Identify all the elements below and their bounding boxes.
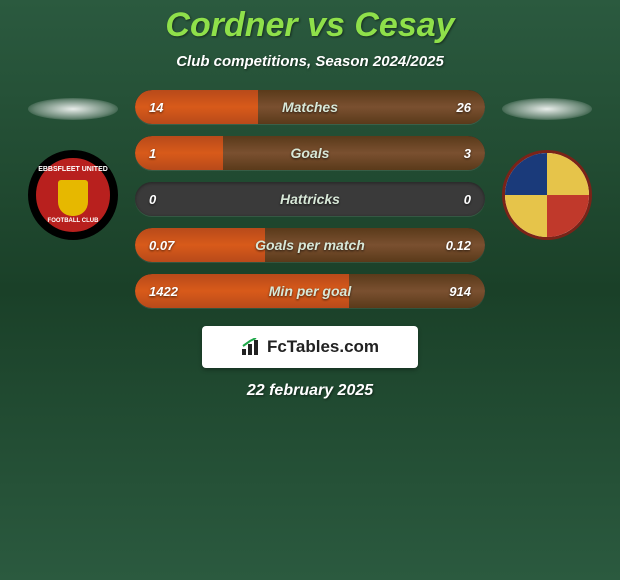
main-row: EBBSFLEET UNITED FOOTBALL CLUB 1426Match… xyxy=(0,90,620,308)
crest-quadrant-icon xyxy=(547,195,589,237)
branding-text: FcTables.com xyxy=(267,337,379,357)
right-team-column xyxy=(497,90,597,240)
branding-badge: FcTables.com xyxy=(202,326,418,368)
page-subtitle: Club competitions, Season 2024/2025 xyxy=(0,53,620,70)
left-team-column: EBBSFLEET UNITED FOOTBALL CLUB xyxy=(23,90,123,240)
crest-quadrant-icon xyxy=(505,153,547,195)
right-team-crest xyxy=(502,150,592,240)
stat-label: Hattricks xyxy=(135,191,485,207)
stat-label: Matches xyxy=(135,99,485,115)
left-team-crest: EBBSFLEET UNITED FOOTBALL CLUB xyxy=(28,150,118,240)
crest-quadrant-icon xyxy=(505,195,547,237)
stat-label: Min per goal xyxy=(135,283,485,299)
crest-text-top: EBBSFLEET UNITED xyxy=(36,166,110,174)
crest-quadrant-icon xyxy=(547,153,589,195)
stat-row: 0.070.12Goals per match xyxy=(135,228,485,262)
right-player-placeholder xyxy=(502,98,592,120)
stat-row: 13Goals xyxy=(135,136,485,170)
left-player-placeholder xyxy=(28,98,118,120)
page-title: Cordner vs Cesay xyxy=(0,6,620,45)
comparison-infographic: Cordner vs Cesay Club competitions, Seas… xyxy=(0,0,620,400)
date-label: 22 february 2025 xyxy=(0,382,620,400)
stat-row: 00Hattricks xyxy=(135,182,485,216)
stat-row: 1426Matches xyxy=(135,90,485,124)
stat-label: Goals xyxy=(135,145,485,161)
stat-label: Goals per match xyxy=(135,237,485,253)
stat-row: 1422914Min per goal xyxy=(135,274,485,308)
crest-text-bottom: FOOTBALL CLUB xyxy=(36,218,110,224)
crest-shield-icon xyxy=(58,180,88,216)
bar-chart-icon xyxy=(241,338,263,356)
stats-column: 1426Matches 13Goals 00Hattricks 0.070.12Goa… xyxy=(135,90,485,308)
